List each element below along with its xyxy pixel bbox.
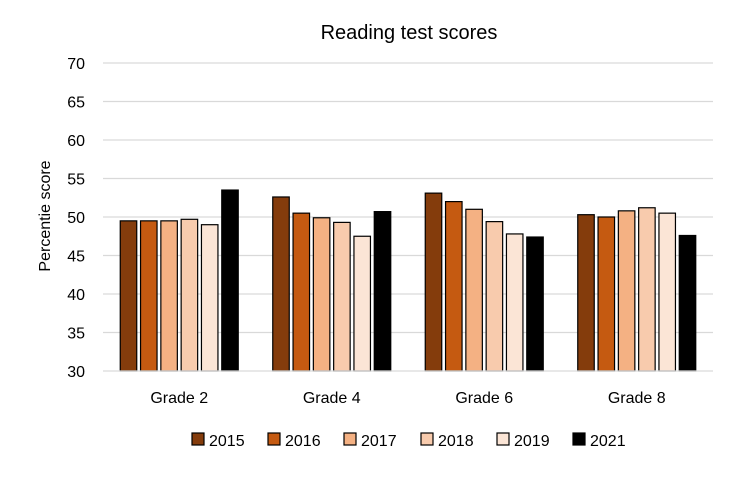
legend-label-2018: 2018 xyxy=(438,433,474,450)
legend-label-2017: 2017 xyxy=(361,433,397,450)
bar-2016-grade-8 xyxy=(597,216,616,372)
y-axis-label: Percentie score xyxy=(37,160,54,271)
legend-swatch-2018 xyxy=(420,432,434,446)
y-tick-label: 40 xyxy=(67,287,85,304)
y-tick-label: 60 xyxy=(67,133,85,150)
bar-2019-grade-2 xyxy=(200,224,219,372)
legend-label-2019: 2019 xyxy=(514,433,550,450)
bar-2015-grade-2 xyxy=(119,220,138,372)
bar-2015-grade-8 xyxy=(577,214,595,372)
legend-swatch-2016 xyxy=(267,432,281,446)
bar-2017-grade-4 xyxy=(312,217,331,372)
bar-2021-grade-2 xyxy=(221,189,239,372)
bar-2021-grade-6 xyxy=(526,236,544,372)
x-axis-ticks: Grade 2 Grade 4 Grade 6 Grade 8 xyxy=(150,390,665,407)
y-tick-label: 70 xyxy=(67,56,85,73)
bar-2018-grade-6 xyxy=(485,221,504,372)
bar-2016-grade-2 xyxy=(139,220,158,372)
legend: 2015 2016 2017 2018 2019 2021 xyxy=(191,432,626,450)
chart-title: Reading test scores xyxy=(321,22,498,44)
bar-2021-grade-4 xyxy=(373,211,392,372)
legend-label-2016: 2016 xyxy=(285,433,321,450)
legend-swatch-2017 xyxy=(343,432,357,446)
bar-2018-grade-4 xyxy=(333,221,351,372)
bar-2017-grade-6 xyxy=(465,208,483,372)
bar-2016-grade-6 xyxy=(444,201,463,372)
x-tick-label: Grade 2 xyxy=(150,390,208,407)
y-tick-label: 35 xyxy=(67,326,85,343)
bar-2018-grade-8 xyxy=(638,207,656,372)
y-tick-label: 55 xyxy=(67,172,85,189)
bar-2017-grade-8 xyxy=(617,210,636,372)
bar-2017-grade-2 xyxy=(160,220,178,372)
bar-2015-grade-4 xyxy=(272,196,290,372)
legend-swatch-2021 xyxy=(572,432,586,446)
legend-swatch-2019 xyxy=(496,432,510,446)
y-axis-ticks: 30 35 40 45 50 55 60 65 70 xyxy=(67,56,85,381)
legend-swatch-2015 xyxy=(191,432,205,446)
bar-2019-grade-4 xyxy=(353,235,372,372)
bar-2015-grade-6 xyxy=(424,192,443,372)
y-tick-label: 30 xyxy=(67,364,85,381)
y-tick-label: 65 xyxy=(67,95,85,112)
x-tick-label: Grade 4 xyxy=(303,390,361,407)
y-tick-label: 50 xyxy=(67,210,85,227)
bar-2021-grade-8 xyxy=(678,234,697,372)
bar-2016-grade-4 xyxy=(292,212,311,372)
x-tick-label: Grade 8 xyxy=(608,390,666,407)
x-tick-label: Grade 6 xyxy=(455,390,513,407)
legend-label-2015: 2015 xyxy=(209,433,245,450)
y-tick-label: 45 xyxy=(67,249,85,266)
bar-2019-grade-8 xyxy=(658,212,677,372)
legend-label-2021: 2021 xyxy=(590,433,626,450)
bar-2018-grade-2 xyxy=(180,218,199,372)
bar-2019-grade-6 xyxy=(505,233,524,372)
